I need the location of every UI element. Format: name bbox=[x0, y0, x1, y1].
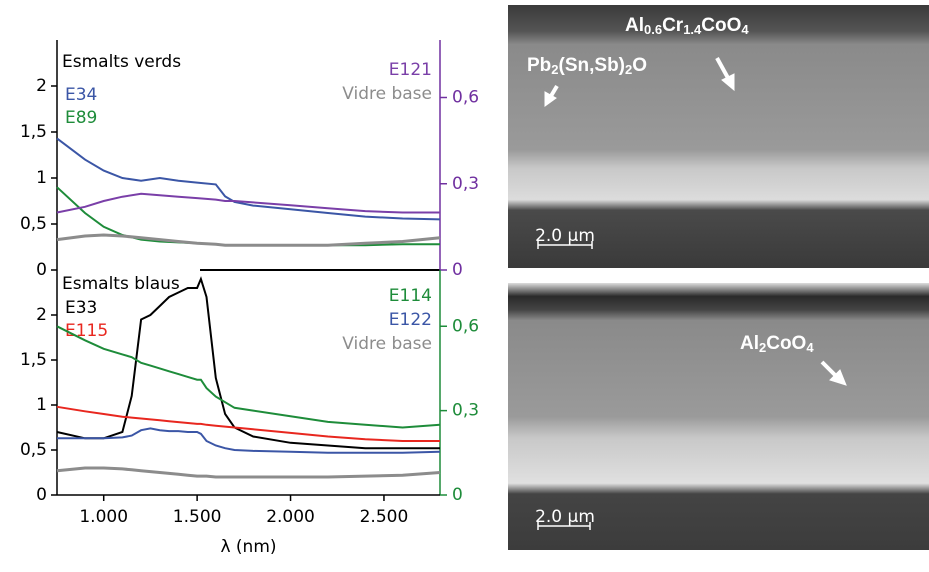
subscript: 4 bbox=[806, 340, 814, 355]
scale-bar-label: 2.0 µm bbox=[535, 507, 595, 527]
y2-tick-label: 0,6 bbox=[452, 88, 479, 108]
series-line bbox=[57, 235, 440, 245]
y2-tick-label: 0,3 bbox=[452, 174, 479, 194]
annotation-text: CoO bbox=[701, 15, 741, 36]
legend-label: E89 bbox=[65, 108, 97, 128]
scale-bar-label: 2.0 µm bbox=[535, 226, 595, 246]
y2-tick-label: 0 bbox=[452, 485, 463, 505]
series-line bbox=[57, 194, 440, 213]
x-tick-label: 2.500 bbox=[360, 507, 409, 527]
subscript: 0.6 bbox=[644, 22, 662, 37]
subscript: 1.4 bbox=[683, 22, 702, 37]
y2-tick-label: 0 bbox=[452, 260, 463, 280]
series-line bbox=[57, 138, 440, 219]
y-tick-label: 0 bbox=[36, 485, 47, 505]
annotation-text: (Sn,Sb) bbox=[559, 55, 626, 76]
annotation-text: Al bbox=[740, 333, 759, 354]
legend-label: Vidre base bbox=[342, 84, 432, 104]
figure: 2.0 µmAl0.6Cr1.4CoO4Pb2(Sn,Sb)2O2.0 µmAl… bbox=[0, 0, 929, 568]
y-tick-label: 2 bbox=[36, 76, 47, 96]
x-tick-label: 1.000 bbox=[79, 507, 128, 527]
legend-label: Vidre base bbox=[342, 334, 432, 354]
y-tick-label: 1,5 bbox=[20, 350, 47, 370]
y-tick-label: 1 bbox=[36, 395, 47, 415]
subscript: 2 bbox=[551, 62, 558, 77]
annotation-text: Al bbox=[625, 15, 644, 36]
legend-label: E33 bbox=[65, 298, 97, 318]
x-tick-label: 2.000 bbox=[266, 507, 315, 527]
legend-label: E122 bbox=[389, 310, 432, 330]
panel-title: Esmalts blaus bbox=[62, 274, 180, 294]
subscript: 2 bbox=[625, 62, 632, 77]
annotation: Al2CoO4 bbox=[740, 333, 814, 355]
y-tick-label: 0,5 bbox=[20, 440, 47, 460]
series-line bbox=[57, 279, 440, 448]
series-line bbox=[57, 407, 440, 441]
y-tick-label: 0,5 bbox=[20, 214, 47, 234]
subscript: 2 bbox=[759, 340, 766, 355]
legend-label: E114 bbox=[389, 286, 432, 306]
y2-tick-label: 0,6 bbox=[452, 316, 479, 336]
subscript: 4 bbox=[741, 22, 749, 37]
annotation-text: Cr bbox=[662, 15, 684, 36]
legend-label: E121 bbox=[389, 60, 432, 80]
annotation-text: O bbox=[632, 55, 647, 76]
y-tick-label: 0 bbox=[36, 260, 47, 280]
y-tick-label: 1,5 bbox=[20, 122, 47, 142]
annotation-text: Pb bbox=[527, 55, 551, 76]
series-line bbox=[57, 468, 440, 477]
x-tick-label: 1.500 bbox=[173, 507, 222, 527]
x-axis-label: λ (nm) bbox=[220, 537, 276, 557]
legend-label: E115 bbox=[65, 321, 108, 341]
y-tick-label: 1 bbox=[36, 168, 47, 188]
panel-title: Esmalts verds bbox=[62, 52, 181, 72]
annotation-text: CoO bbox=[766, 333, 806, 354]
y-tick-label: 2 bbox=[36, 305, 47, 325]
y2-tick-label: 0,3 bbox=[452, 401, 479, 421]
legend-label: E34 bbox=[65, 85, 97, 105]
